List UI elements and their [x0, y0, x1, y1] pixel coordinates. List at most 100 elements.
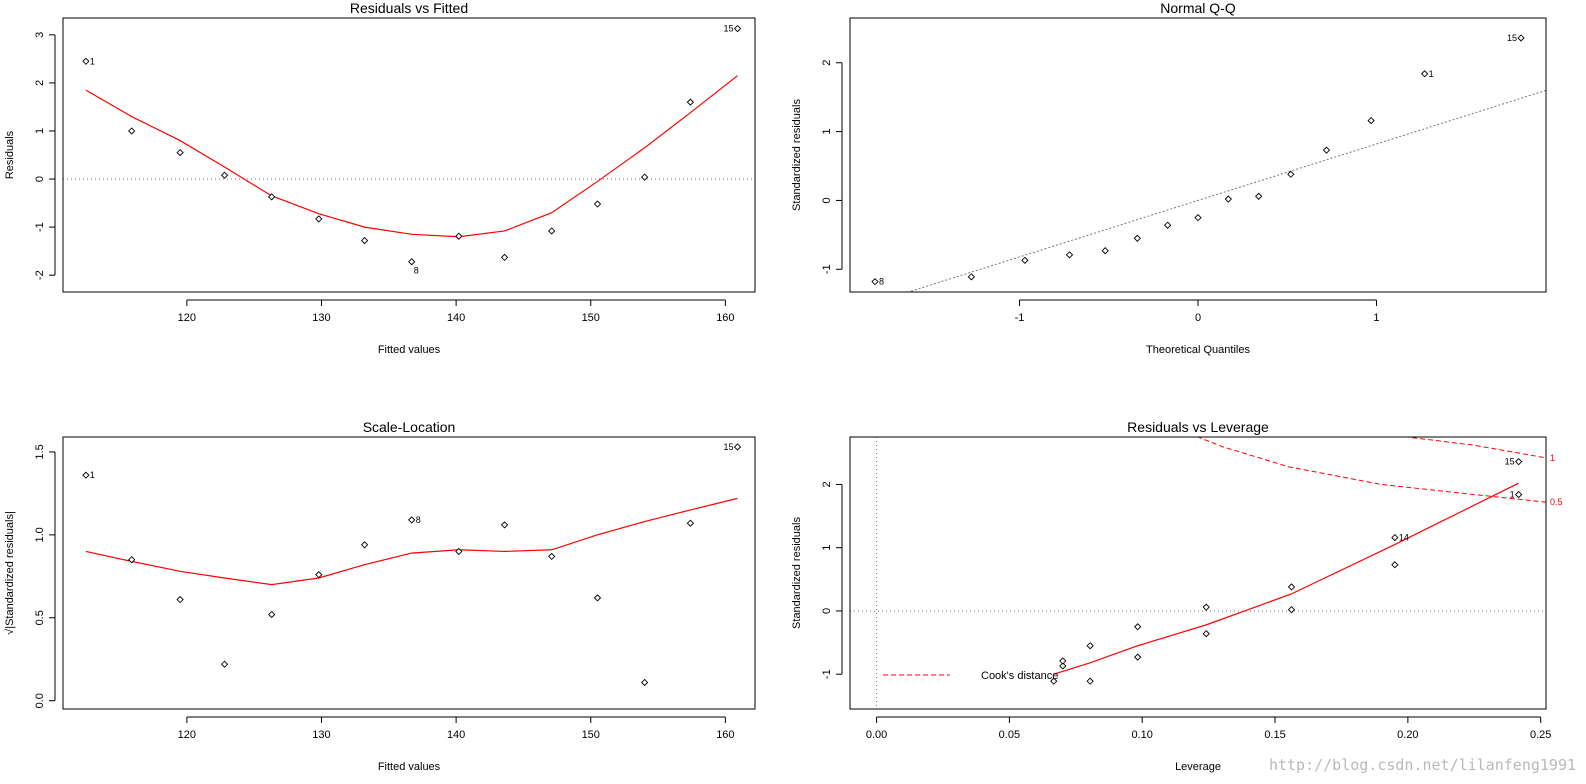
- data-point: [548, 552, 556, 561]
- chart-title: Residuals vs Leverage: [1127, 419, 1269, 435]
- point-label: 8: [416, 515, 421, 525]
- smooth-group: [1053, 482, 1519, 675]
- x-tick-label: 0.10: [1132, 729, 1153, 741]
- panel-residuals-vs-leverage: Residuals vs Leverage Leverage Standardize…: [791, 419, 1563, 773]
- y-axis-label: Standardized residuals: [791, 517, 803, 629]
- y-tick-label: 1.5: [34, 444, 46, 459]
- point-label: 15: [1505, 457, 1515, 467]
- data-point: [176, 595, 184, 604]
- smooth-group: [85, 75, 738, 238]
- data-point: [500, 253, 509, 262]
- qq-reference-line: [906, 89, 1546, 292]
- point-label: 14: [1399, 533, 1409, 543]
- legend-label: Cook's distance: [981, 670, 1058, 682]
- data-point: [1224, 195, 1232, 203]
- y-tick-label: 1: [821, 129, 833, 135]
- data-points: [82, 24, 742, 266]
- smooth-group: [85, 497, 738, 586]
- data-point: [733, 24, 742, 33]
- x-tick-label: 130: [312, 312, 330, 324]
- data-point: [1202, 603, 1210, 611]
- y-axis: -2 -1 0 1 2 3: [34, 32, 56, 280]
- point-label: 8: [414, 266, 419, 276]
- point-label: 15: [723, 442, 733, 452]
- data-point: [315, 571, 323, 579]
- x-tick-label: 0: [1195, 312, 1201, 324]
- data-point: [1059, 657, 1067, 665]
- data-points: [1050, 458, 1523, 685]
- x-axis-label: Leverage: [1175, 761, 1221, 773]
- data-point: [593, 594, 602, 602]
- plot-frame: [849, 17, 1547, 293]
- x-axis: 0.00 0.05 0.10 0.15 0.20 0.25: [866, 716, 1551, 741]
- data-point: [593, 200, 602, 208]
- cooks-contour-label: 0.5: [1550, 497, 1563, 507]
- data-point: [1322, 146, 1331, 154]
- data-point: [220, 660, 229, 668]
- point-label: 15: [1507, 33, 1517, 43]
- data-point: [128, 556, 136, 564]
- chart-title: Residuals vs Fitted: [350, 0, 468, 16]
- data-point: [408, 516, 416, 524]
- data-point: [1065, 251, 1074, 259]
- x-tick-label: 120: [178, 312, 196, 324]
- data-points: [82, 443, 742, 687]
- cooks-contour-label: 1: [1550, 453, 1555, 463]
- data-point: [1164, 221, 1172, 229]
- data-point: [128, 127, 136, 135]
- y-tick-label: 3: [34, 32, 46, 38]
- data-point: [1391, 561, 1399, 569]
- data-point: [1134, 653, 1142, 661]
- y-tick-label: 0.0: [34, 693, 46, 708]
- data-point: [1255, 192, 1263, 200]
- data-point: [1050, 677, 1058, 685]
- x-tick-label: 0.00: [866, 729, 887, 741]
- x-tick-label: 150: [582, 312, 600, 324]
- smoother-line: [85, 75, 738, 238]
- panel-normal-qq: Normal Q-Q Theoretical Quantiles Standardi…: [791, 0, 1547, 356]
- x-axis-label: Theoretical Quantiles: [1146, 344, 1250, 356]
- data-point: [1515, 458, 1523, 466]
- x-axis-label: Fitted values: [378, 761, 441, 773]
- y-tick-label: -1: [34, 222, 46, 232]
- data-point: [1086, 677, 1094, 685]
- y-axis-label: Residuals: [4, 130, 16, 179]
- x-tick-label: 140: [447, 312, 465, 324]
- data-point: [315, 215, 323, 223]
- data-points: [871, 34, 1525, 286]
- data-point: [1133, 234, 1141, 242]
- chart-title: Scale-Location: [363, 419, 456, 435]
- y-tick-label: -1: [821, 264, 833, 274]
- x-tick-label: 130: [312, 729, 330, 741]
- data-point: [1059, 662, 1067, 670]
- point-label: 1: [90, 470, 95, 480]
- y-axis: 0.0 0.5 1.0 1.5: [34, 444, 56, 708]
- y-tick-label: 0: [821, 608, 833, 614]
- x-axis: 120 130 140 150 160: [178, 716, 735, 741]
- data-point: [360, 236, 369, 245]
- data-point: [967, 273, 975, 281]
- point-label: 1: [90, 56, 95, 66]
- x-tick-label: 0.05: [999, 729, 1020, 741]
- data-point: [82, 57, 90, 65]
- x-tick-label: 0.20: [1397, 729, 1418, 741]
- data-point: [1367, 116, 1375, 125]
- x-tick-label: 1: [1373, 312, 1379, 324]
- data-point: [268, 610, 276, 619]
- x-tick-label: 140: [447, 729, 465, 741]
- data-point: [1287, 606, 1296, 614]
- y-tick-label: 1: [34, 128, 46, 134]
- data-point: [548, 227, 556, 235]
- x-axis: 120 130 140 150 160: [178, 299, 735, 324]
- data-point: [176, 148, 184, 157]
- x-tick-label: 120: [178, 729, 196, 741]
- data-point: [1517, 34, 1525, 42]
- data-point: [1421, 70, 1429, 78]
- data-point: [1086, 642, 1094, 650]
- plot-frame: [62, 17, 756, 293]
- chart-title: Normal Q-Q: [1160, 0, 1236, 16]
- panel-residuals-vs-fitted: Residuals vs Fitted Fitted values Residual…: [4, 0, 756, 356]
- data-point: [1194, 214, 1202, 222]
- data-point: [500, 521, 509, 529]
